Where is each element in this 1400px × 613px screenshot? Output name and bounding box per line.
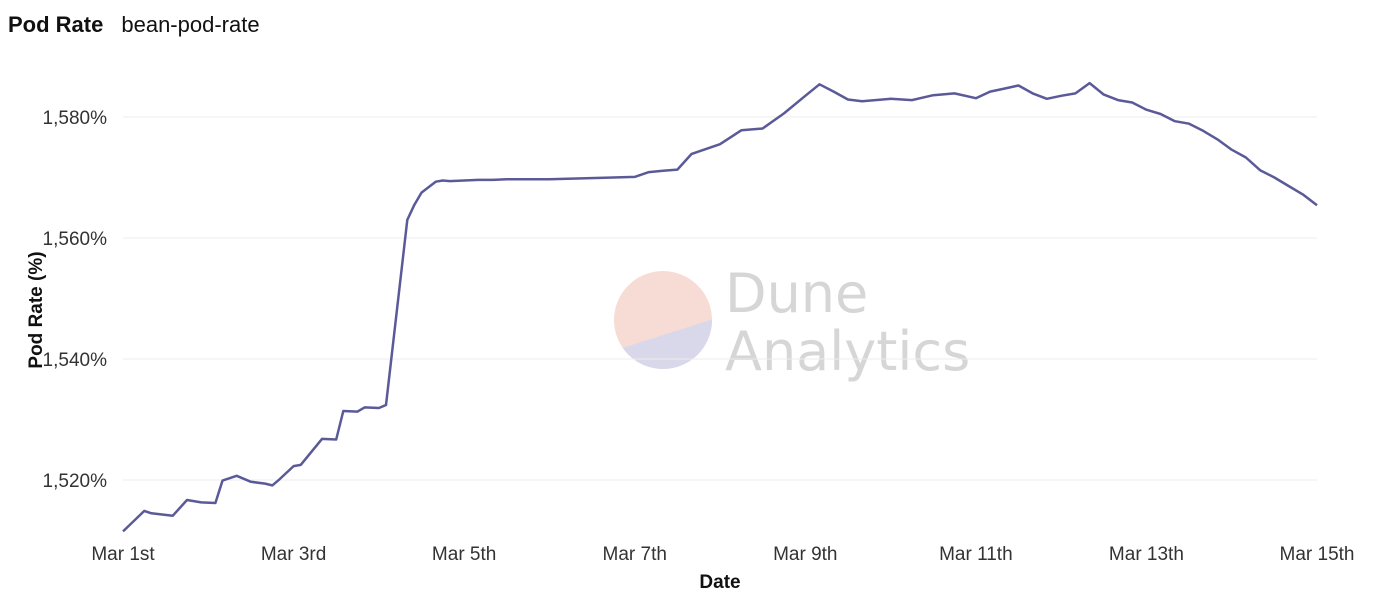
watermark-line-2: Analytics — [725, 320, 970, 383]
y-axis-title: Pod Rate (%) — [26, 251, 47, 368]
chart-title: Pod Rate — [8, 12, 104, 37]
y-tick-label: 1,560% — [43, 229, 108, 250]
x-tick-label: Mar 1st — [91, 544, 155, 565]
y-tick-label: 1,540% — [43, 350, 108, 371]
x-tick-label: Mar 9th — [773, 544, 837, 565]
dune-logo-icon — [614, 271, 712, 369]
x-tick-label: Mar 15th — [1280, 544, 1355, 565]
y-tick-label: 1,520% — [43, 471, 108, 492]
dune-analytics-watermark: Dune Analytics — [614, 262, 970, 383]
chart-header: Pod Rate bean-pod-rate — [8, 12, 260, 42]
x-tick-label: Mar 11th — [939, 544, 1013, 565]
watermark-line-1: Dune — [725, 262, 868, 325]
y-tick-label: 1,580% — [43, 108, 108, 129]
x-axis-title: Date — [699, 572, 740, 593]
x-tick-label: Mar 13th — [1109, 544, 1184, 565]
chart-query-name: bean-pod-rate — [121, 12, 260, 37]
x-tick-label: Mar 3rd — [261, 544, 326, 565]
series-line — [122, 81, 1318, 533]
x-tick-label: Mar 7th — [603, 544, 667, 565]
x-tick-label: Mar 5th — [432, 544, 496, 565]
